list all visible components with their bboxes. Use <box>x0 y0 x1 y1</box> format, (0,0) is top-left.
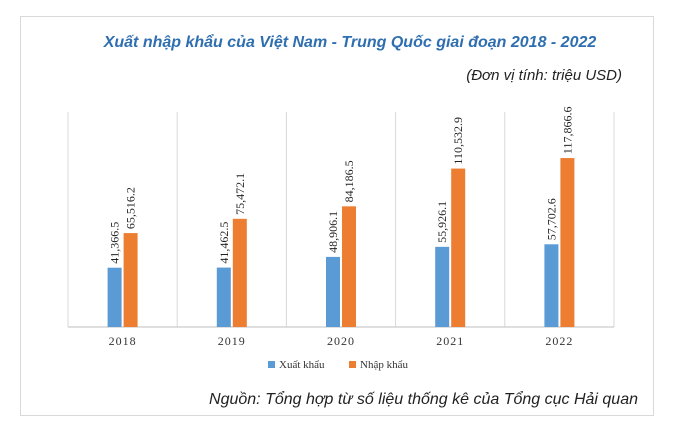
data-label: 84,186.5 <box>342 160 356 202</box>
x-tick-label: 2019 <box>218 334 246 348</box>
data-label: 65,516.2 <box>124 187 138 229</box>
bar-export-2018 <box>107 267 122 327</box>
bar-export-2022 <box>544 244 559 327</box>
x-tick-label: 2021 <box>436 334 464 348</box>
x-tick-label: 2020 <box>327 334 355 348</box>
unit-label: (Đơn vị tính: triệu USD) <box>466 67 622 84</box>
source-note: Nguồn: Tổng hợp từ số liệu thống kê của … <box>209 391 638 408</box>
legend-swatch-export <box>268 361 275 368</box>
bar-import-2018 <box>123 233 138 327</box>
chart-title: Xuất nhập khẩu của Việt Nam - Trung Quốc… <box>103 34 597 51</box>
bar-export-2019 <box>216 267 231 327</box>
data-label: 41,462.5 <box>217 222 231 264</box>
data-label: 48,906.1 <box>326 211 340 253</box>
bar-import-2019 <box>232 218 247 327</box>
data-label: 41,366.5 <box>108 222 122 264</box>
data-label: 110,532.9 <box>451 117 465 165</box>
data-label: 55,926.1 <box>435 201 449 243</box>
legend-label: Xuất khẩu <box>279 359 325 371</box>
x-tick-label: 2022 <box>545 334 573 348</box>
bar-export-2020 <box>326 256 340 327</box>
data-label: 57,702.6 <box>544 198 558 240</box>
data-label: 75,472.1 <box>233 173 247 215</box>
bar-import-2022 <box>560 158 575 327</box>
bar-import-2021 <box>451 168 466 327</box>
chart-frame <box>20 16 654 416</box>
bar-export-2021 <box>435 246 450 327</box>
x-tick-label: 2018 <box>109 334 137 348</box>
legend-label: Nhập khẩu <box>360 359 408 371</box>
bar-import-2020 <box>342 206 356 327</box>
data-label: 117,866.6 <box>560 106 574 154</box>
legend-swatch-import <box>349 361 356 368</box>
